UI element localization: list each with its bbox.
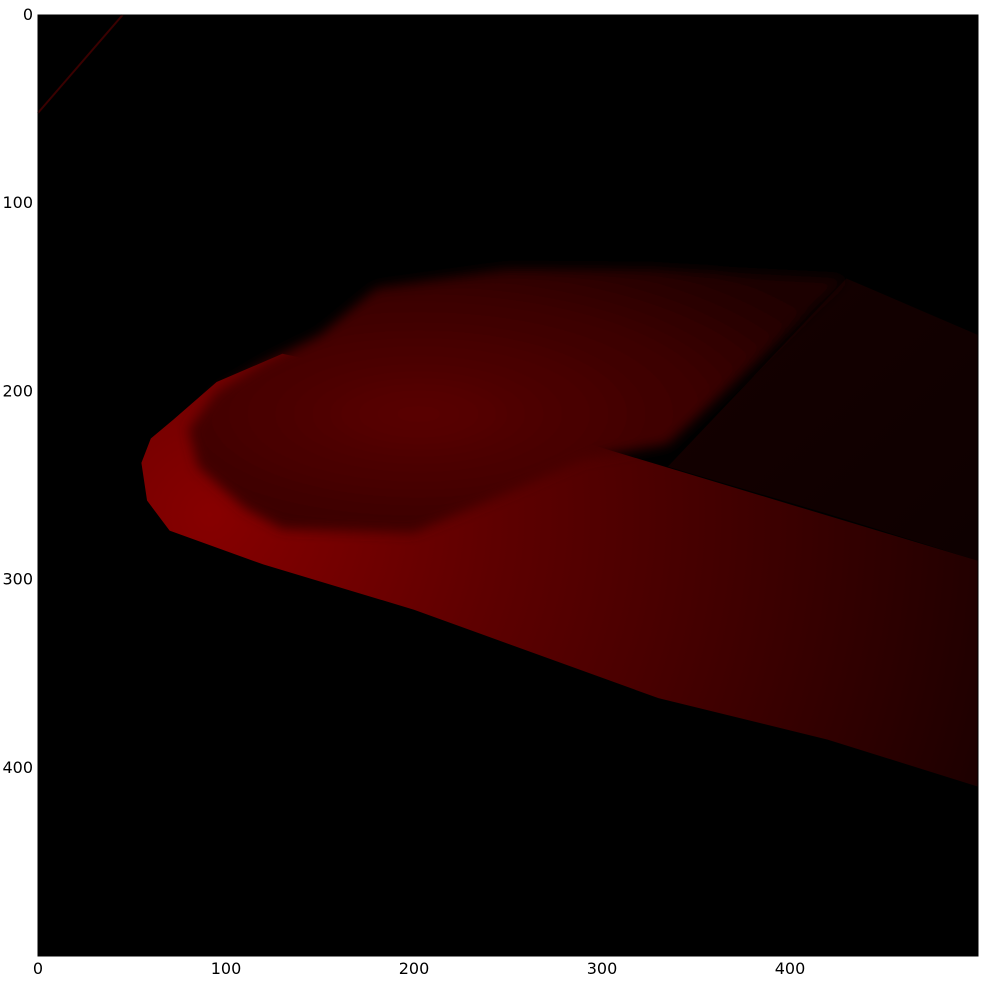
x-tick-label: 100 bbox=[211, 959, 242, 978]
x-tick-label: 200 bbox=[399, 959, 430, 978]
heatmap-region-upper-red-lobe bbox=[188, 269, 847, 533]
y-tick-label: 400 bbox=[2, 758, 33, 777]
x-tick-label: 300 bbox=[587, 959, 618, 978]
y-tick-label: 200 bbox=[2, 381, 33, 400]
corner-streak bbox=[37, 14, 124, 114]
y-tick-label: 100 bbox=[2, 193, 33, 212]
plot-frame bbox=[37, 14, 979, 957]
y-tick-label: 0 bbox=[23, 5, 33, 24]
y-axis: 0 100 200 300 400 bbox=[2, 5, 43, 777]
x-tick-label: 0 bbox=[33, 959, 43, 978]
heatmap-regions bbox=[141, 269, 978, 787]
y-tick-label: 300 bbox=[2, 570, 33, 589]
x-axis: 0 100 200 300 400 bbox=[33, 951, 805, 978]
heatmap-region-dark-right-block bbox=[667, 278, 978, 561]
x-tick-label: 400 bbox=[775, 959, 806, 978]
